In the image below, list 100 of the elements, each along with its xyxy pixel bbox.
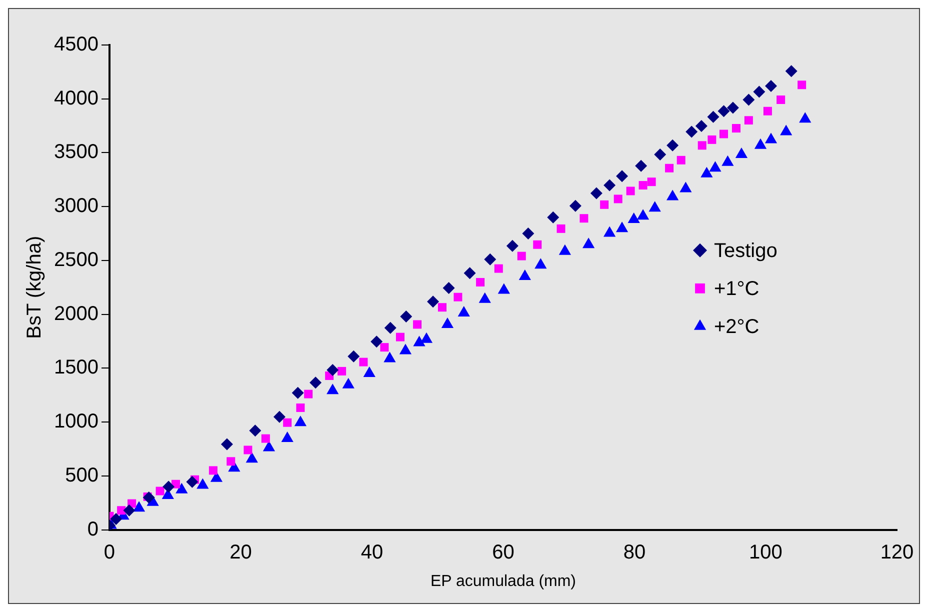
point bbox=[281, 432, 294, 442]
point bbox=[249, 424, 262, 437]
x-axis-title: EP acumulada (mm) bbox=[430, 572, 576, 590]
point bbox=[220, 438, 233, 450]
point bbox=[458, 306, 470, 317]
point bbox=[763, 106, 772, 116]
point bbox=[413, 336, 426, 346]
point bbox=[626, 186, 635, 196]
legend-label: Testigo bbox=[714, 240, 778, 262]
x-tick-label: 20 bbox=[230, 541, 252, 564]
point bbox=[798, 80, 806, 90]
point bbox=[342, 378, 354, 388]
point bbox=[413, 320, 422, 329]
point bbox=[338, 366, 346, 376]
point bbox=[208, 466, 218, 475]
point bbox=[518, 270, 531, 280]
point bbox=[370, 336, 383, 348]
point bbox=[380, 343, 389, 352]
point bbox=[117, 506, 126, 515]
point bbox=[476, 278, 485, 286]
point bbox=[635, 160, 648, 172]
y-tick-label: 2500 bbox=[54, 248, 98, 271]
point bbox=[132, 501, 146, 512]
point bbox=[648, 201, 661, 212]
x-tick-label: 60 bbox=[492, 541, 514, 564]
point bbox=[614, 194, 622, 204]
point bbox=[799, 112, 812, 123]
point bbox=[556, 224, 566, 233]
point bbox=[686, 126, 698, 138]
y-tick-label: 500 bbox=[65, 464, 98, 486]
x-tick-label: 80 bbox=[623, 541, 646, 564]
legend-label: +1°C bbox=[714, 278, 760, 300]
point bbox=[590, 187, 602, 200]
point bbox=[283, 418, 292, 427]
y-tick-label: 3000 bbox=[54, 195, 98, 218]
point bbox=[363, 366, 376, 377]
point bbox=[676, 156, 686, 164]
point bbox=[384, 322, 396, 334]
point bbox=[665, 164, 674, 172]
y-tick-label: 0 bbox=[87, 518, 98, 540]
point bbox=[420, 332, 433, 343]
point bbox=[506, 240, 518, 252]
x-tick-label: 40 bbox=[360, 541, 384, 564]
point bbox=[580, 214, 588, 223]
point bbox=[628, 212, 640, 224]
point bbox=[780, 124, 792, 136]
legend-label: +2°C bbox=[714, 316, 760, 338]
point bbox=[753, 86, 766, 98]
point bbox=[261, 434, 270, 443]
point bbox=[399, 344, 412, 354]
point bbox=[348, 350, 360, 362]
point bbox=[732, 124, 740, 133]
point bbox=[600, 200, 609, 209]
point bbox=[326, 384, 339, 394]
point bbox=[776, 95, 786, 104]
point bbox=[273, 410, 286, 423]
y-tick-label: 1500 bbox=[54, 356, 98, 379]
point bbox=[616, 222, 628, 232]
point bbox=[296, 403, 305, 412]
point bbox=[785, 65, 798, 78]
x-tick-label: 120 bbox=[880, 541, 914, 564]
point bbox=[123, 504, 136, 516]
point bbox=[709, 161, 722, 172]
point bbox=[647, 178, 656, 186]
point bbox=[210, 471, 223, 482]
point bbox=[638, 181, 648, 190]
y-tick-label: 4000 bbox=[54, 87, 98, 110]
point bbox=[246, 452, 258, 463]
point bbox=[680, 182, 692, 192]
point bbox=[517, 252, 526, 260]
point bbox=[384, 352, 396, 362]
point bbox=[326, 364, 339, 376]
point bbox=[196, 478, 209, 489]
point bbox=[454, 292, 462, 302]
point bbox=[718, 105, 730, 118]
point bbox=[498, 283, 510, 294]
point bbox=[666, 139, 679, 152]
point bbox=[603, 226, 616, 237]
point bbox=[176, 482, 188, 494]
point bbox=[110, 513, 122, 526]
point bbox=[441, 317, 454, 328]
point bbox=[700, 166, 713, 178]
point bbox=[396, 332, 404, 342]
point bbox=[162, 480, 175, 493]
point bbox=[156, 486, 164, 496]
point bbox=[569, 200, 582, 212]
y-tick-label: 4500 bbox=[54, 34, 98, 56]
point bbox=[494, 264, 503, 273]
point bbox=[765, 80, 777, 92]
y-tick-label: 2000 bbox=[54, 302, 98, 325]
point bbox=[359, 358, 368, 366]
x-tick-label: 100 bbox=[749, 541, 782, 564]
point bbox=[698, 141, 706, 150]
point bbox=[464, 267, 476, 280]
point bbox=[533, 240, 542, 249]
point bbox=[438, 303, 446, 312]
point bbox=[636, 209, 650, 220]
point bbox=[400, 310, 412, 322]
point bbox=[742, 94, 755, 106]
point bbox=[558, 244, 571, 255]
